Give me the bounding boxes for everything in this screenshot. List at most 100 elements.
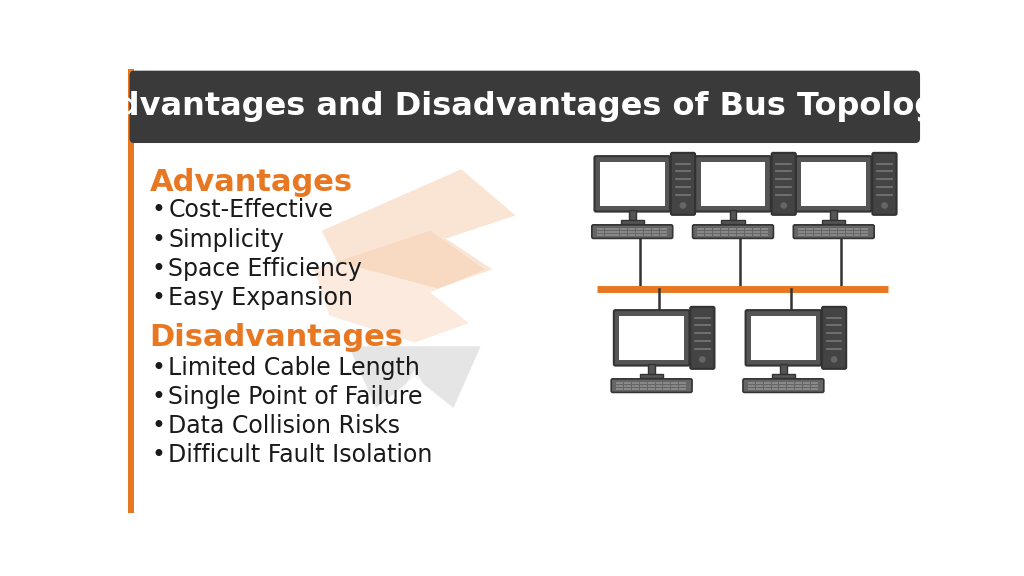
Bar	[629, 210, 636, 220]
Bar	[861, 231, 868, 233]
FancyBboxPatch shape	[745, 310, 821, 366]
Bar	[798, 231, 805, 233]
Bar	[756, 388, 763, 389]
Circle shape	[781, 203, 786, 208]
Bar	[744, 231, 752, 233]
Bar	[838, 228, 845, 230]
Bar	[636, 231, 643, 233]
Text: Limited Cable Length: Limited Cable Length	[168, 355, 420, 380]
Bar	[620, 316, 684, 360]
FancyBboxPatch shape	[692, 225, 773, 238]
Text: •: •	[152, 444, 165, 467]
Bar	[814, 234, 821, 236]
Bar	[632, 388, 639, 389]
Bar	[861, 228, 868, 230]
Text: Difficult Fault Isolation: Difficult Fault Isolation	[168, 444, 433, 467]
Bar	[679, 385, 686, 387]
FancyBboxPatch shape	[671, 153, 695, 215]
Text: Single Point of Failure: Single Point of Failure	[168, 385, 423, 409]
Bar	[771, 388, 778, 389]
Bar	[737, 234, 743, 236]
Bar	[748, 382, 755, 384]
Polygon shape	[349, 346, 480, 408]
Bar	[640, 374, 664, 378]
FancyBboxPatch shape	[130, 71, 920, 143]
Bar	[748, 385, 755, 387]
Bar	[861, 234, 868, 236]
FancyBboxPatch shape	[822, 307, 846, 369]
Bar	[822, 234, 828, 236]
FancyBboxPatch shape	[695, 156, 771, 211]
Text: •: •	[152, 286, 165, 310]
Bar	[636, 234, 643, 236]
Polygon shape	[314, 231, 484, 343]
Bar	[729, 234, 736, 236]
Bar	[604, 234, 611, 236]
Bar	[714, 228, 720, 230]
Bar	[697, 234, 705, 236]
Bar	[796, 385, 802, 387]
Bar	[621, 220, 644, 223]
Circle shape	[882, 203, 887, 208]
Bar	[655, 385, 663, 387]
Bar	[787, 385, 795, 387]
Bar	[706, 231, 713, 233]
Bar	[679, 388, 686, 389]
FancyBboxPatch shape	[772, 153, 796, 215]
Bar	[764, 388, 770, 389]
Bar	[621, 228, 628, 230]
Bar	[706, 234, 713, 236]
FancyBboxPatch shape	[690, 307, 715, 369]
Bar	[730, 210, 736, 220]
Text: •: •	[152, 228, 165, 252]
Bar	[854, 231, 860, 233]
Text: Advantages: Advantages	[150, 168, 353, 196]
FancyBboxPatch shape	[743, 379, 823, 392]
Bar	[811, 385, 818, 387]
Bar	[761, 231, 768, 233]
Bar	[648, 364, 655, 374]
Bar	[744, 228, 752, 230]
Bar	[632, 382, 639, 384]
Bar	[644, 231, 651, 233]
FancyBboxPatch shape	[796, 156, 871, 211]
Bar	[753, 228, 760, 230]
Text: •: •	[152, 257, 165, 281]
Circle shape	[680, 203, 686, 208]
Bar	[811, 382, 818, 384]
Bar	[737, 228, 743, 230]
Bar	[798, 228, 805, 230]
Bar	[798, 234, 805, 236]
Bar	[846, 228, 853, 230]
Bar	[854, 228, 860, 230]
Bar	[771, 385, 778, 387]
Bar	[814, 228, 821, 230]
Bar	[655, 382, 663, 384]
Bar	[756, 385, 763, 387]
Bar	[751, 316, 816, 360]
Bar	[659, 231, 667, 233]
Text: Easy Expansion: Easy Expansion	[168, 286, 353, 310]
Bar	[803, 385, 810, 387]
Bar	[761, 228, 768, 230]
Bar	[737, 231, 743, 233]
Polygon shape	[400, 369, 429, 416]
Text: Data Collision Risks: Data Collision Risks	[168, 414, 400, 438]
Bar	[787, 382, 795, 384]
Bar	[629, 228, 635, 230]
Bar	[729, 231, 736, 233]
Bar	[744, 234, 752, 236]
Bar	[652, 234, 658, 236]
Bar	[806, 231, 813, 233]
Bar	[764, 385, 770, 387]
Bar	[655, 388, 663, 389]
Bar	[854, 234, 860, 236]
Bar	[830, 210, 837, 220]
Bar	[697, 231, 705, 233]
Bar	[597, 228, 603, 230]
Bar	[822, 220, 845, 223]
Bar	[811, 388, 818, 389]
Bar	[621, 234, 628, 236]
Bar	[806, 234, 813, 236]
Text: •: •	[152, 385, 165, 409]
